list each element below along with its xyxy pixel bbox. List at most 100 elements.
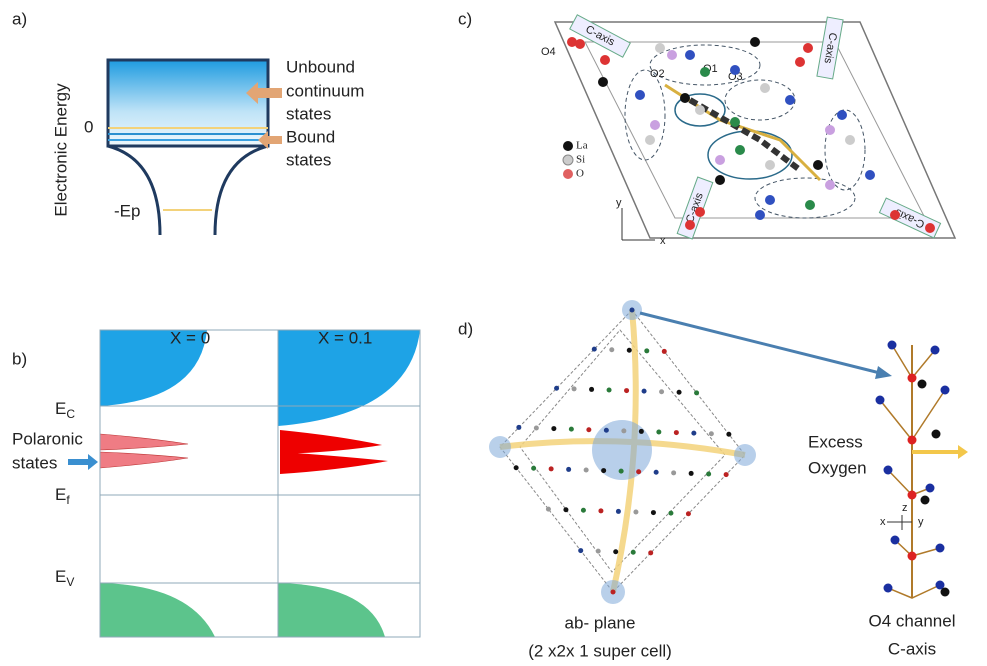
- atom: [700, 67, 710, 77]
- legend-swatch: [563, 169, 573, 179]
- atom: [531, 466, 536, 471]
- plane-label: ab- plane: [565, 613, 636, 632]
- atom: [656, 430, 661, 435]
- axis-label: x: [880, 516, 886, 528]
- axis-label: x: [660, 235, 666, 247]
- atom: [932, 430, 941, 439]
- figure: a) Electronic Energy 0 -Ep Unbound conti…: [0, 0, 987, 666]
- atom: [941, 386, 950, 395]
- arrow: [68, 454, 98, 470]
- column-label: X = 0.1: [318, 328, 372, 347]
- atom: [876, 396, 885, 405]
- atom: [581, 508, 586, 513]
- valence-band: [100, 583, 215, 637]
- zero-label: 0: [84, 117, 93, 136]
- atom: [611, 590, 616, 595]
- atom: [837, 110, 847, 120]
- atom: [936, 544, 945, 553]
- atom: [691, 431, 696, 436]
- atom: [668, 511, 673, 516]
- atom: [654, 470, 659, 475]
- ec-label: EC: [55, 399, 75, 421]
- atom: [592, 347, 597, 352]
- ep-label: -Ep: [114, 201, 140, 220]
- channel-label: C-axis: [888, 639, 936, 658]
- atom: [598, 508, 603, 513]
- panel-label: b): [12, 349, 27, 368]
- panel-label: d): [458, 319, 473, 338]
- atom: [760, 83, 770, 93]
- atom: [726, 432, 731, 437]
- axis-label: y: [616, 197, 622, 209]
- unbound-label: states: [286, 104, 331, 123]
- atom: [586, 427, 591, 432]
- panel-a: a) Electronic Energy 0 -Ep Unbound conti…: [12, 9, 364, 235]
- ef-label: Ef: [55, 485, 70, 507]
- atom: [715, 175, 725, 185]
- channel-label: O4 channel: [869, 611, 956, 630]
- atom: [631, 550, 636, 555]
- page: a) Electronic Energy 0 -Ep Unbound conti…: [0, 0, 987, 666]
- atom: [680, 93, 690, 103]
- atom: [805, 200, 815, 210]
- atom: [890, 210, 900, 220]
- atom: [516, 425, 521, 430]
- atom: [584, 468, 589, 473]
- atom: [613, 549, 618, 554]
- site-label: O4: [541, 46, 556, 58]
- atom: [604, 428, 609, 433]
- atom: [908, 436, 917, 445]
- panel-c: c) C-axis C-axis C-axis C-axis O4 O1 O2 …: [458, 9, 955, 246]
- atom: [636, 469, 641, 474]
- chain: [690, 100, 800, 170]
- atom: [627, 348, 632, 353]
- atom: [845, 135, 855, 145]
- well-walls: [108, 146, 268, 235]
- column-label: X = 0: [170, 328, 210, 347]
- atom: [566, 467, 571, 472]
- atom: [891, 536, 900, 545]
- y-axis-label: Electronic Energy: [51, 83, 70, 217]
- atom: [659, 389, 664, 394]
- unit-cell: [585, 42, 925, 218]
- atom: [619, 469, 624, 474]
- atom: [639, 429, 644, 434]
- atom: [735, 145, 745, 155]
- atom: [918, 380, 927, 389]
- atom: [598, 77, 608, 87]
- atom: [755, 210, 765, 220]
- atom: [621, 428, 626, 433]
- atom: [825, 180, 835, 190]
- axis-label: z: [902, 502, 908, 514]
- atom: [534, 426, 539, 431]
- polaronic-label: Polaronic: [12, 429, 83, 448]
- atom: [671, 470, 676, 475]
- atom: [865, 170, 875, 180]
- atom: [795, 57, 805, 67]
- atom: [549, 466, 554, 471]
- atom: [648, 550, 653, 555]
- atom: [674, 430, 679, 435]
- atom: [572, 386, 577, 391]
- atom: [662, 349, 667, 354]
- atom: [633, 510, 638, 515]
- atom: [607, 388, 612, 393]
- atom: [609, 347, 614, 352]
- atom: [706, 472, 711, 477]
- atom: [730, 65, 740, 75]
- site-label: O2: [650, 68, 665, 80]
- arrowhead: [875, 366, 892, 379]
- atom: [709, 431, 714, 436]
- atom: [667, 50, 677, 60]
- legend-label: O: [576, 168, 584, 180]
- polaronic-label: states: [12, 453, 57, 472]
- axes-icon: [887, 515, 912, 530]
- panel-label: c): [458, 9, 472, 28]
- atom: [635, 90, 645, 100]
- atom: [695, 207, 705, 217]
- atom: [546, 507, 551, 512]
- atom: [642, 389, 647, 394]
- atom: [596, 549, 601, 554]
- atom: [884, 466, 893, 475]
- atom: [695, 105, 705, 115]
